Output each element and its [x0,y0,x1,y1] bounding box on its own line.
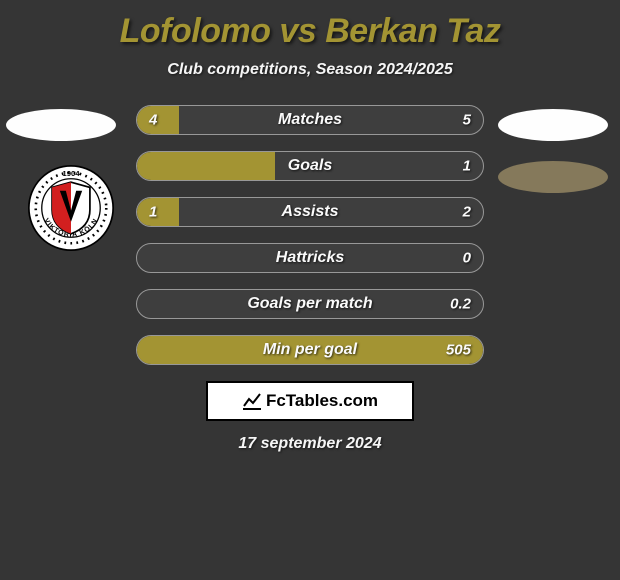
player-right-ellipse-1 [498,109,608,141]
bar-fill-left [137,106,179,134]
footer-brand-text: FcTables.com [266,391,378,411]
club-badge: 1904 VIKTORIA KÖLN [28,165,114,251]
stat-row: Hattricks 0 [136,243,484,273]
stat-row: Min per goal 505 [136,335,484,365]
stat-value-right: 2 [463,204,471,221]
player-left-ellipse [6,109,116,141]
club-badge-svg: 1904 VIKTORIA KÖLN [28,165,114,251]
comparison-layout: 1904 VIKTORIA KÖLN 4 Matches 5 Goals 1 1 Assis… [0,105,620,453]
stat-value-left: 1 [149,204,157,221]
player-right-ellipse-2 [498,161,608,193]
footer-brand-badge[interactable]: FcTables.com [206,381,414,421]
bar-fill-left [137,198,179,226]
stat-value-right: 0.2 [450,296,471,313]
badge-year: 1904 [62,169,80,178]
stat-label: Matches [278,111,342,129]
chart-icon [242,391,262,411]
page-subtitle: Club competitions, Season 2024/2025 [0,61,620,79]
stat-value-right: 5 [463,112,471,129]
stat-label: Assists [282,203,339,221]
stat-bars: 4 Matches 5 Goals 1 1 Assists 2 Hattricks 0 Goals … [136,105,484,365]
page-title: Lofolomo vs Berkan Taz [0,0,620,51]
stat-value-left: 4 [149,112,157,129]
stat-label: Min per goal [263,341,357,359]
stat-row: 4 Matches 5 [136,105,484,135]
footer-date: 17 september 2024 [0,435,620,453]
stat-label: Goals [288,157,332,175]
stat-row: 1 Assists 2 [136,197,484,227]
stat-label: Goals per match [247,295,372,313]
stat-row: Goals 1 [136,151,484,181]
stat-label: Hattricks [276,249,344,267]
bar-fill-left [137,152,275,180]
stat-value-right: 1 [463,158,471,175]
stat-value-right: 0 [463,250,471,267]
stat-value-right: 505 [446,342,471,359]
stat-row: Goals per match 0.2 [136,289,484,319]
